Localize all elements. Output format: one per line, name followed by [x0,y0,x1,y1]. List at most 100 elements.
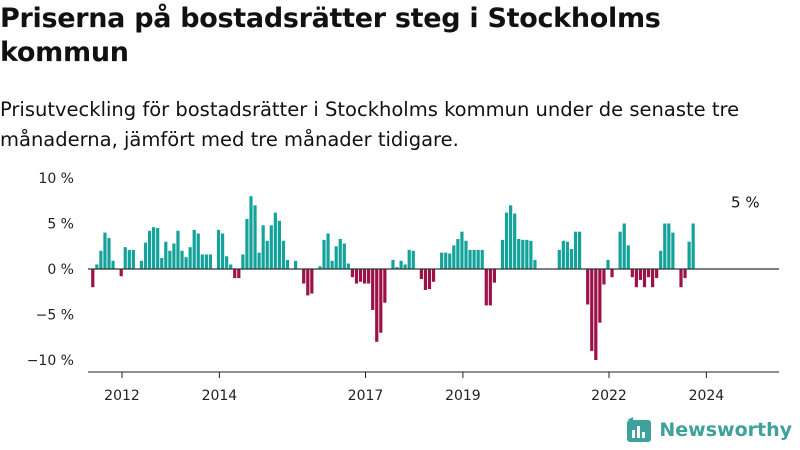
bar [557,249,561,269]
bar [180,250,184,269]
bar [338,238,342,269]
bar [452,245,456,269]
bar [456,238,460,269]
bar [285,259,290,269]
bar [91,269,95,288]
y-tick-label: 10 % [38,171,74,187]
bar [590,269,594,351]
bar [99,250,103,269]
bar [362,269,367,284]
bar [172,243,176,269]
bar [216,229,221,269]
bar [302,269,306,284]
bar [107,238,111,269]
chart-subtitle: Prisutveckling för bostadsrätter i Stock… [0,98,740,151]
bar [318,266,322,269]
bar [513,213,517,269]
bar [176,230,180,269]
bar [480,249,484,269]
bar [517,238,521,269]
bar [683,269,687,279]
bar [95,264,99,269]
bar [504,212,509,269]
bar [646,269,651,278]
bar [687,241,691,269]
bar [533,259,537,269]
bar [663,223,667,269]
bar [103,232,107,269]
y-tick-label: 0 % [47,262,74,278]
x-tick-label: 2024 [689,388,725,404]
bar [594,269,598,360]
x-tick-label: 2022 [591,388,627,404]
bar [371,269,375,310]
bar [139,260,144,269]
bar [119,269,123,277]
bar [330,260,334,269]
bar [411,250,415,269]
bar [196,233,200,269]
bar [586,269,590,305]
y-tick-label: −10 % [27,353,74,369]
bar [651,269,655,288]
bar [440,252,444,269]
bar [342,243,346,269]
bar [273,212,277,269]
bar [184,257,188,269]
bar [156,228,160,269]
bar [354,269,359,284]
bar [476,249,480,269]
bar [573,231,578,269]
newsworthy-logo-text: Newsworthy [659,419,792,441]
bar [427,269,432,290]
bar [598,269,602,323]
bar [618,231,622,269]
bar [399,260,403,269]
bar [444,252,448,269]
bar-chart: 10 % 5 % 0 % −5 % −10 % 2012 2014 2017 2019 2022… [27,171,779,404]
bar [565,241,570,269]
x-tick-label: 2014 [202,388,238,404]
bar [667,223,671,269]
bar [237,269,241,279]
bar [472,249,476,269]
bar [659,250,663,269]
bar [488,269,492,306]
y-tick-label: 5 % [47,217,74,233]
bar [131,249,135,269]
bar [468,249,472,269]
bar [269,225,273,269]
bar [391,259,395,269]
bar [188,247,192,269]
bar [634,269,638,288]
bar [671,232,675,269]
bar [257,252,261,269]
bar [277,220,281,269]
bar [310,269,314,294]
bar [111,260,115,269]
bar [350,269,355,278]
bar [306,269,310,296]
bar [448,253,452,269]
x-axis-ticks: 2012 2014 2017 2019 2022 2024 [104,372,724,404]
bar [606,259,610,269]
newsworthy-logo-icon [627,417,652,442]
bar [460,231,464,269]
bar-series [91,196,695,360]
bar [561,240,565,269]
bar [638,269,643,280]
bar [577,231,582,269]
x-tick-label: 2012 [104,388,140,404]
bar [602,269,606,285]
chart-title: Priserna på bostadsrätter steg i Stockho… [0,3,661,68]
bar [521,239,525,269]
bar [334,246,338,269]
bar [529,240,533,269]
bar [233,269,237,279]
bar [464,240,468,269]
bar [423,269,428,290]
bar [208,254,213,269]
bar [346,263,350,269]
bar [261,225,265,269]
bar [253,205,257,269]
